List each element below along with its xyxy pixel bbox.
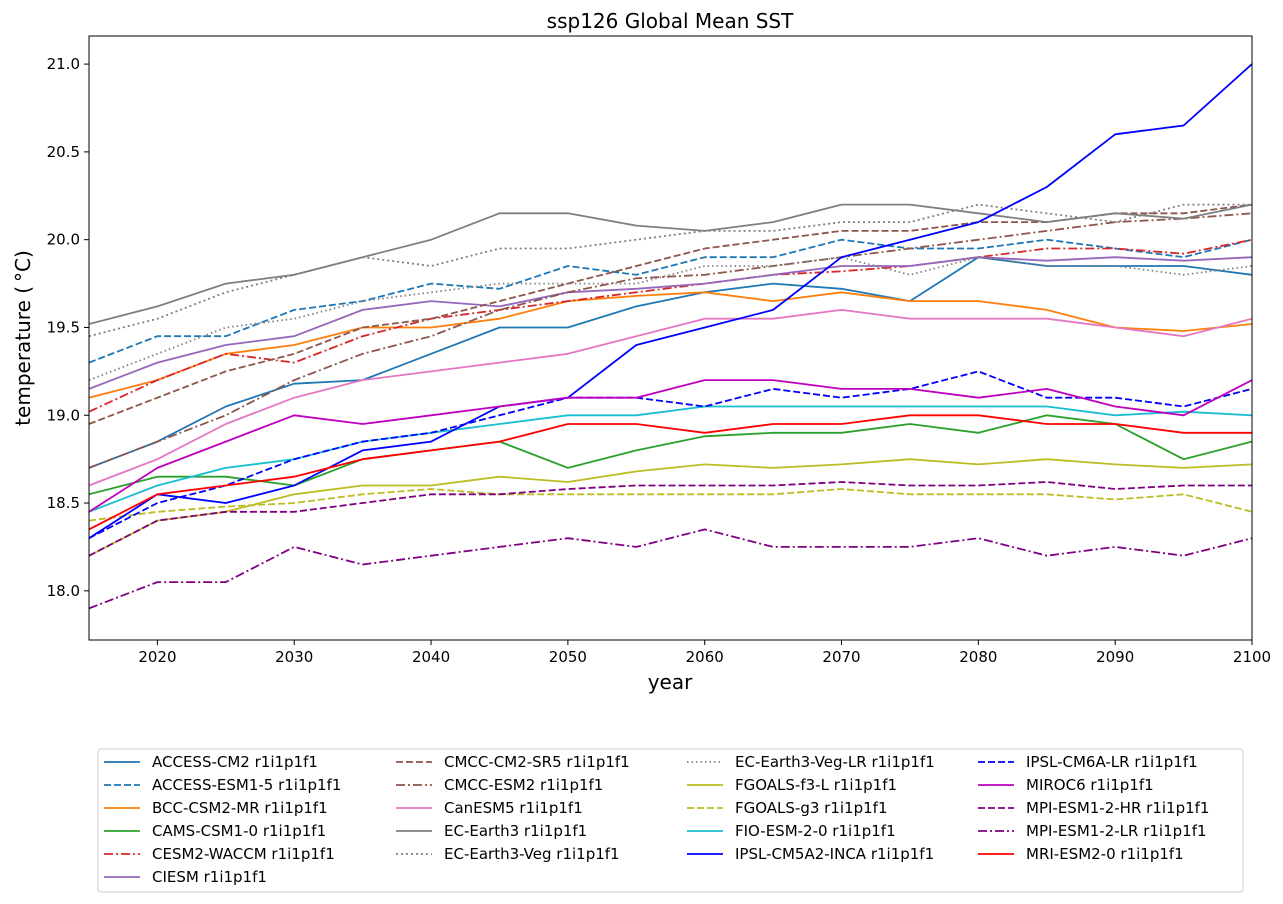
y-tick-label: 19.0 (47, 406, 80, 424)
series-line-cesm2-waccm-r1i1p1f1 (89, 238, 1252, 413)
plot-frame (88, 35, 1253, 641)
x-tick-label: 2040 (412, 648, 450, 666)
legend-label: EC-Earth3-Veg-LR r1i1p1f1 (735, 753, 935, 771)
x-tick-label: 2090 (1096, 648, 1134, 666)
legend-label: EC-Earth3-Veg r1i1p1f1 (444, 845, 620, 863)
legend-label: ACCESS-CM2 r1i1p1f1 (152, 753, 318, 771)
x-tick-label: 2020 (138, 648, 176, 666)
series-line-cmcc-cm2-sr5-r1i1p1f1 (89, 203, 1252, 425)
series-line-fgoals-f3-l-r1i1p1f1 (89, 458, 1252, 557)
series-line-ipsl-cm6a-lr-r1i1p1f1 (89, 370, 1252, 540)
series-line-ec-earth3-veg-lr-r1i1p1f1 (89, 256, 1252, 381)
y-axis: 18.0 18.5 19.0 19.5 20.0 20.5 21.0 (47, 55, 89, 600)
legend-items: ACCESS-CM2 r1i1p1f1 ACCESS-ESM1-5 r1i1p1f… (104, 753, 1209, 886)
x-axis: 2020 2030 2040 2050 2060 2070 2080 2090 2100 (138, 640, 1271, 666)
legend-label: BCC-CSM2-MR r1i1p1f1 (152, 799, 328, 817)
series-line-canesm5-r1i1p1f1 (89, 309, 1252, 487)
y-tick-label: 18.5 (47, 494, 80, 512)
x-tick-label: 2080 (959, 648, 997, 666)
legend-label: CMCC-CM2-SR5 r1i1p1f1 (444, 753, 630, 771)
legend-label: MPI-ESM1-2-LR r1i1p1f1 (1026, 822, 1207, 840)
y-tick-label: 20.5 (47, 143, 80, 161)
series-line-fio-esm-2-0-r1i1p1f1 (89, 405, 1252, 513)
y-axis-label: temperature ( °C) (11, 250, 35, 426)
x-tick-label: 2030 (275, 648, 313, 666)
x-tick-label: 2060 (686, 648, 724, 666)
legend-label: IPSL-CM6A-LR r1i1p1f1 (1026, 753, 1198, 771)
chart-title: ssp126 Global Mean SST (547, 9, 794, 33)
legend-label: IPSL-CM5A2-INCA r1i1p1f1 (735, 845, 934, 863)
legend-label: FGOALS-f3-L r1i1p1f1 (735, 776, 897, 794)
legend-label: CESM2-WACCM r1i1p1f1 (152, 845, 335, 863)
series-line-mpi-esm1-2-lr-r1i1p1f1 (89, 528, 1252, 610)
legend: ACCESS-CM2 r1i1p1f1 ACCESS-ESM1-5 r1i1p1f… (97, 748, 1244, 893)
series-layer (89, 63, 1252, 610)
series-line-miroc6-r1i1p1f1 (89, 379, 1252, 513)
series-line-ciesm-r1i1p1f1 (89, 256, 1252, 390)
series-line-ec-earth3-veg-r1i1p1f1 (89, 203, 1252, 338)
series-line-fgoals-g3-r1i1p1f1 (89, 488, 1252, 522)
legend-frame (97, 748, 1244, 893)
series-line-mri-esm2-0-r1i1p1f1 (89, 414, 1252, 531)
series-line-mpi-esm1-2-hr-r1i1p1f1 (89, 481, 1252, 557)
legend-label: FIO-ESM-2-0 r1i1p1f1 (735, 822, 896, 840)
y-tick-label: 19.5 (47, 318, 80, 336)
legend-label: CAMS-CSM1-0 r1i1p1f1 (152, 822, 326, 840)
series-line-bcc-csm2-mr-r1i1p1f1 (89, 291, 1252, 399)
x-tick-label: 2100 (1233, 648, 1271, 666)
y-tick-label: 21.0 (47, 55, 80, 73)
legend-label: ACCESS-ESM1-5 r1i1p1f1 (152, 776, 341, 794)
series-line-cmcc-esm2-r1i1p1f1 (89, 212, 1252, 469)
legend-label: CMCC-ESM2 r1i1p1f1 (444, 776, 603, 794)
legend-label: CIESM r1i1p1f1 (152, 868, 267, 886)
y-tick-label: 18.0 (47, 582, 80, 600)
series-line-ec-earth3-r1i1p1f1 (89, 203, 1252, 325)
legend-label: MRI-ESM2-0 r1i1p1f1 (1026, 845, 1184, 863)
x-axis-label: year (648, 670, 693, 694)
legend-label: MPI-ESM1-2-HR r1i1p1f1 (1026, 799, 1209, 817)
y-tick-label: 20.0 (47, 231, 80, 249)
legend-label: EC-Earth3 r1i1p1f1 (444, 822, 587, 840)
series-line-access-esm1-5-r1i1p1f1 (89, 238, 1252, 364)
series-line-cams-csm1-0-r1i1p1f1 (89, 414, 1252, 496)
x-tick-label: 2070 (822, 648, 860, 666)
legend-label: CanESM5 r1i1p1f1 (444, 799, 583, 817)
legend-label: MIROC6 r1i1p1f1 (1026, 776, 1154, 794)
series-line-ipsl-cm5a2-inca-r1i1p1f1 (89, 63, 1252, 539)
legend-label: FGOALS-g3 r1i1p1f1 (735, 799, 888, 817)
x-tick-label: 2050 (549, 648, 587, 666)
